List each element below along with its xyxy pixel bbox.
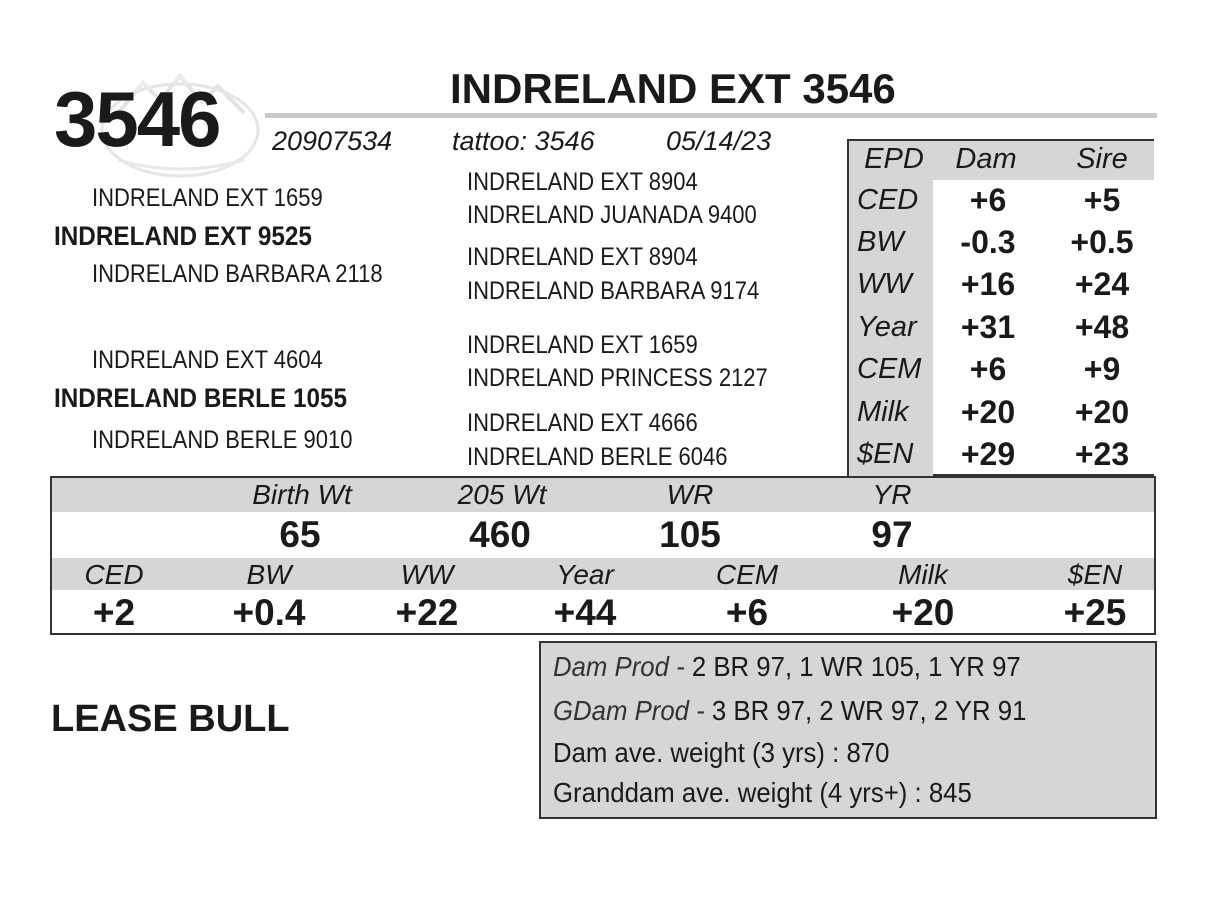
gdam-production-value: 3 BR 97, 2 WR 97, 2 YR 91 [711, 695, 1027, 726]
parent-epd-table: EPD Dam Sire CED +6 +5 BW -0.3 +0.5 WW +… [847, 139, 1154, 476]
lot-number: 3546 [54, 75, 222, 163]
epd-table-label-column [849, 180, 933, 476]
epd-sire-value: +5 [1083, 182, 1121, 218]
birth-date: 05/14/23 [666, 126, 772, 156]
perf-value-yr: 97 [871, 514, 913, 555]
pedigree-sire-dam-sire: INDRELAND EXT 8904 [467, 243, 698, 271]
production-box: Dam Prod - 2 BR 97, 1 WR 105, 1 YR 97 GD… [539, 641, 1157, 819]
pedigree-dam-sire-sire: INDRELAND EXT 1659 [467, 331, 698, 359]
pedigree-sire-sire: INDRELAND EXT 1659 [92, 184, 323, 212]
epd-dam-value: +16 [960, 266, 1016, 302]
perf-header-wr: WR [666, 479, 714, 510]
pedigree-sire: INDRELAND EXT 9525 [54, 221, 312, 251]
lease-status: LEASE BULL [51, 698, 290, 740]
epd-dam-value: +6 [969, 351, 1007, 387]
bull-epd-value-bw: +0.4 [232, 592, 306, 633]
gdam-production: GDam Prod - 3 BR 97, 2 WR 97, 2 YR 91 [553, 695, 1026, 727]
epd-table-header [849, 141, 1154, 180]
perf-header-yr: YR [872, 479, 912, 510]
perf-value-birth-wt: 65 [279, 514, 321, 555]
epd-sire-value: +0.5 [1070, 224, 1134, 260]
pedigree-dam-dam-sire: INDRELAND EXT 4666 [467, 409, 698, 437]
bull-epd-value-en: +25 [1063, 592, 1127, 633]
epd-row-label: $EN [857, 438, 914, 470]
epd-dam-value: -0.3 [960, 224, 1016, 260]
title-divider [265, 113, 1157, 118]
epd-row-label: Year [857, 311, 917, 343]
epd-sire-value: +20 [1074, 394, 1130, 430]
bull-epd-header-ww: WW [400, 559, 454, 590]
performance-table: Birth Wt 205 Wt WR YR 65 460 105 97 CED … [50, 476, 1156, 635]
dam-production-value: 2 BR 97, 1 WR 105, 1 YR 97 [691, 651, 1021, 682]
pedigree-dam: INDRELAND BERLE 1055 [54, 383, 348, 413]
epd-dam-value: +6 [969, 182, 1007, 218]
granddam-average-weight: Granddam ave. weight (4 yrs+) : 845 [553, 777, 972, 808]
pedigree-dam-dam-dam: INDRELAND BERLE 6046 [467, 443, 728, 471]
bull-epd-header-milk: Milk [898, 559, 948, 590]
epd-dam-value: +29 [960, 436, 1016, 472]
bull-epd-header-bw: BW [246, 559, 292, 590]
tattoo: tattoo: 3546 [452, 126, 595, 156]
dam-average-weight: Dam ave. weight (3 yrs) : 870 [553, 737, 890, 768]
pedigree-sire-dam: INDRELAND BARBARA 2118 [92, 260, 383, 288]
bull-epd-value-ww: +22 [395, 592, 459, 633]
pedigree-sire-sire-sire: INDRELAND EXT 8904 [467, 168, 698, 196]
perf-header-birth-wt: Birth Wt [252, 479, 352, 510]
bull-epd-value-year: +44 [553, 592, 617, 633]
epd-header-epd: EPD [864, 143, 924, 175]
epd-dam-value: +31 [960, 309, 1016, 345]
pedigree-sire-sire-dam: INDRELAND JUANADA 9400 [467, 201, 757, 229]
pedigree-dam-sire-dam: INDRELAND PRINCESS 2127 [467, 364, 768, 392]
bull-epd-value-cem: +6 [725, 592, 769, 633]
bull-epd-header-cem: CEM [715, 559, 779, 590]
bull-epd-header-year: Year [556, 559, 614, 590]
perf-header-205-wt: 205 Wt [457, 479, 547, 510]
bull-epd-header-ced: CED [84, 559, 144, 590]
gdam-production-label: GDam Prod - [553, 695, 705, 726]
epd-sire-value: +48 [1074, 309, 1130, 345]
epd-row-label: BW [857, 226, 904, 258]
bull-epd-header-band [52, 558, 1154, 590]
epd-header-dam: Dam [955, 143, 1017, 175]
epd-sire-value: +9 [1083, 351, 1121, 387]
epd-sire-value: +23 [1074, 436, 1130, 472]
bull-epd-header-en: $EN [1067, 559, 1123, 590]
epd-row-label: CED [857, 184, 919, 216]
bull-epd-value-milk: +20 [891, 592, 955, 633]
performance-header-band [52, 478, 1154, 512]
epd-dam-value: +20 [960, 394, 1016, 430]
epd-row-label: WW [857, 268, 912, 300]
perf-value-205-wt: 460 [469, 514, 531, 555]
pedigree-sire-dam-dam: INDRELAND BARBARA 9174 [467, 277, 760, 305]
epd-sire-value: +24 [1074, 266, 1130, 302]
bull-epd-value-ced: +2 [92, 592, 136, 633]
epd-header-sire: Sire [1076, 143, 1128, 175]
dam-production: Dam Prod - 2 BR 97, 1 WR 105, 1 YR 97 [553, 651, 1021, 683]
perf-value-wr: 105 [659, 514, 721, 555]
animal-name: INDRELAND EXT 3546 [450, 65, 896, 112]
epd-row-label: CEM [857, 353, 922, 385]
pedigree-dam-dam: INDRELAND BERLE 9010 [92, 426, 353, 454]
dam-production-label: Dam Prod - [553, 651, 685, 682]
ranch-logo-watermark [100, 72, 260, 178]
registration-number: 20907534 [272, 126, 393, 156]
epd-row-label: Milk [857, 396, 909, 428]
pedigree-dam-sire: INDRELAND EXT 4604 [92, 346, 323, 374]
